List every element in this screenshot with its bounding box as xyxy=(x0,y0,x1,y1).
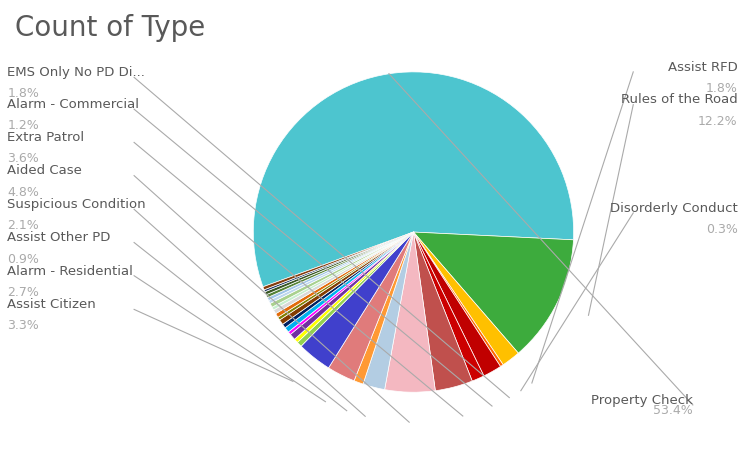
Wedge shape xyxy=(329,232,413,381)
Text: 12.2%: 12.2% xyxy=(698,115,738,128)
Wedge shape xyxy=(363,232,413,389)
Text: Rules of the Road: Rules of the Road xyxy=(621,93,738,106)
Wedge shape xyxy=(413,232,472,391)
Text: Count of Type: Count of Type xyxy=(15,14,205,42)
Text: Extra Patrol: Extra Patrol xyxy=(7,131,85,144)
Wedge shape xyxy=(270,232,413,307)
Text: Assist RFD: Assist RFD xyxy=(668,61,738,74)
Wedge shape xyxy=(263,232,413,290)
Wedge shape xyxy=(301,232,413,368)
Text: 53.4%: 53.4% xyxy=(653,404,693,417)
Text: Assist Other PD: Assist Other PD xyxy=(7,231,111,244)
Text: Alarm - Commercial: Alarm - Commercial xyxy=(7,98,139,111)
Wedge shape xyxy=(285,232,413,332)
Wedge shape xyxy=(272,232,413,310)
Wedge shape xyxy=(279,232,413,324)
Text: 0.3%: 0.3% xyxy=(706,223,738,236)
Wedge shape xyxy=(276,232,413,317)
Text: Assist Citizen: Assist Citizen xyxy=(7,298,96,311)
Wedge shape xyxy=(265,232,413,295)
Text: Property Check: Property Check xyxy=(591,394,693,407)
Text: 1.2%: 1.2% xyxy=(7,119,39,132)
Wedge shape xyxy=(278,232,413,320)
Wedge shape xyxy=(269,232,413,303)
Text: Disorderly Conduct: Disorderly Conduct xyxy=(610,202,738,215)
Wedge shape xyxy=(413,232,574,353)
Text: 2.1%: 2.1% xyxy=(7,219,39,233)
Wedge shape xyxy=(282,232,413,328)
Text: Aided Case: Aided Case xyxy=(7,164,83,177)
Wedge shape xyxy=(291,232,413,339)
Text: Alarm - Residential: Alarm - Residential xyxy=(7,264,133,278)
Text: EMS Only No PD Di...: EMS Only No PD Di... xyxy=(7,66,145,79)
Wedge shape xyxy=(413,232,501,376)
Wedge shape xyxy=(294,232,413,342)
Wedge shape xyxy=(354,232,413,384)
Wedge shape xyxy=(253,72,574,287)
Wedge shape xyxy=(384,232,435,392)
Wedge shape xyxy=(413,232,484,381)
Text: 2.7%: 2.7% xyxy=(7,286,39,299)
Text: 4.8%: 4.8% xyxy=(7,186,39,199)
Wedge shape xyxy=(264,232,413,292)
Wedge shape xyxy=(297,232,413,346)
Text: 1.8%: 1.8% xyxy=(706,82,738,95)
Wedge shape xyxy=(267,232,413,301)
Wedge shape xyxy=(266,232,413,298)
Wedge shape xyxy=(413,232,503,367)
Text: Suspicious Condition: Suspicious Condition xyxy=(7,198,146,211)
Wedge shape xyxy=(288,232,413,334)
Text: 3.3%: 3.3% xyxy=(7,319,39,333)
Text: 0.9%: 0.9% xyxy=(7,253,39,266)
Text: 1.8%: 1.8% xyxy=(7,87,39,101)
Wedge shape xyxy=(413,232,519,365)
Text: 3.6%: 3.6% xyxy=(7,152,39,166)
Wedge shape xyxy=(273,232,413,313)
